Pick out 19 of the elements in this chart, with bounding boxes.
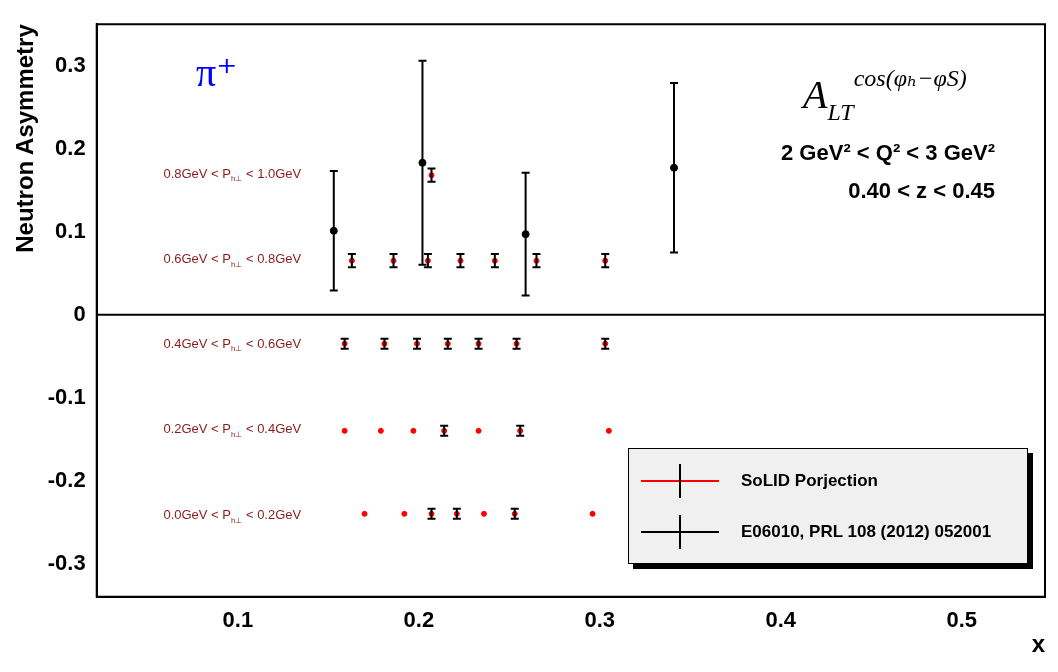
legend-label: SoLID Porjection [741, 470, 878, 491]
y-tick-label: -0.1 [47, 383, 86, 409]
annotation: 2 GeV² < Q² < 3 GeV² [781, 140, 996, 165]
x-tick-label: 0.5 [946, 607, 978, 633]
y-tick-label: 0 [73, 300, 86, 326]
x-tick-label: 0.3 [584, 607, 616, 633]
y-axis-title: Neutron Asymmetry [11, 23, 39, 253]
x-tick-label: 0.4 [765, 607, 797, 633]
y-tick-label: 0.1 [55, 217, 86, 243]
x-tick-label: 0.1 [222, 607, 254, 633]
x-axis-title: x [1031, 630, 1046, 658]
y-tick-label: 0.3 [55, 51, 86, 77]
y-tick-label: 0.2 [55, 134, 86, 160]
annotation: 0.40 < z < 0.45 [848, 178, 995, 203]
annotation: π⁺ [196, 50, 238, 95]
x-tick-label: 0.2 [403, 607, 435, 633]
legend-label: E06010, PRL 108 (2012) 052001 [741, 521, 992, 542]
y-tick-label: -0.3 [47, 549, 86, 575]
y-tick-label: -0.2 [47, 466, 86, 492]
